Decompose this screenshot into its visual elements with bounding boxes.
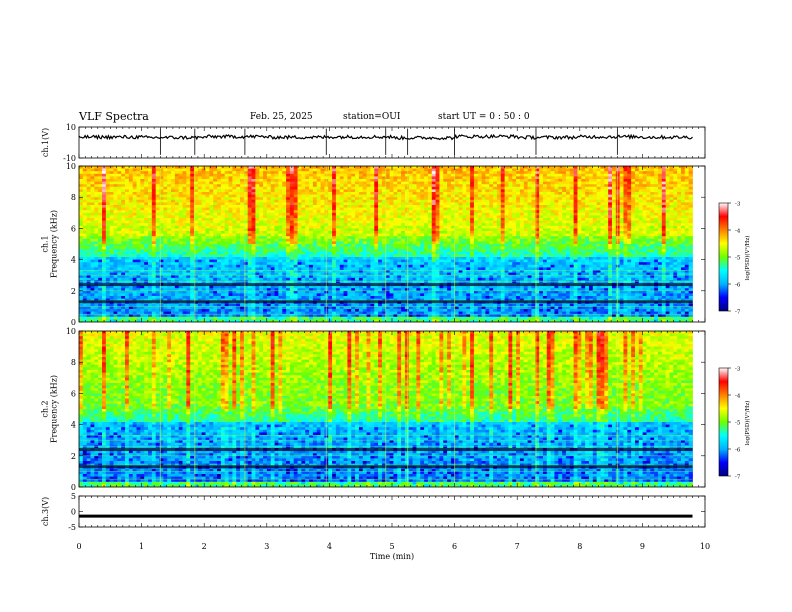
x-tick-label: 8 <box>577 542 582 551</box>
y-tick-label: 4 <box>71 256 76 265</box>
colorbar-tick-label: -6 <box>735 283 741 289</box>
y-axis-label: ch.1(V) <box>41 128 50 157</box>
y-axis-label: Frequency (kHz) <box>50 210 59 278</box>
y-tick-label: 0 <box>71 318 76 327</box>
y-tick-label: 2 <box>71 287 76 296</box>
x-tick-label: 9 <box>640 542 645 551</box>
y-tick-label: 5 <box>71 492 76 501</box>
colorbar-tick-label: -3 <box>735 367 741 373</box>
station-label: station=OUI <box>343 112 400 122</box>
colorbar-ch2 <box>718 367 729 477</box>
y-tick-label: 0 <box>71 483 76 492</box>
x-tick-label: 10 <box>700 542 710 551</box>
x-tick-label: 6 <box>452 542 457 551</box>
y-axis-label: ch.3(V) <box>41 497 50 526</box>
y-tick-label: 4 <box>71 421 76 430</box>
x-tick-label: 5 <box>389 542 394 551</box>
y-tick-label: 10 <box>66 162 76 171</box>
y-tick-label: -5 <box>68 523 76 532</box>
x-tick-label: 3 <box>264 542 269 551</box>
colorbar-label: log(PSD)(V²/Hz) <box>744 236 751 281</box>
spectrogram-ch1 <box>79 166 693 322</box>
y-tick-label: 8 <box>71 358 76 367</box>
start-time-label: start UT = 0 : 50 : 0 <box>438 112 530 122</box>
y-tick-label: 2 <box>71 452 76 461</box>
colorbar-ch1 <box>718 202 729 312</box>
panel-frame <box>78 126 706 159</box>
axis-text-layer: -3 -4 -5 -6 -7 log(PSD)(V²/Hz) -3 -4 -5 -6 -7 log(P… <box>41 123 752 561</box>
colorbar-tick-label: -6 <box>735 448 741 454</box>
y-tick-label: -10 <box>63 154 76 163</box>
x-tick-label: 2 <box>202 542 207 551</box>
x-tick-label: 4 <box>327 542 332 551</box>
colorbar-tick-label: -7 <box>735 310 741 316</box>
y-tick-label: 6 <box>71 224 76 233</box>
figure-title: VLF Spectra <box>79 110 149 123</box>
x-axis-label: Time (min) <box>370 552 414 561</box>
spectrogram-ch2 <box>79 331 693 487</box>
x-tick-label: 0 <box>76 542 81 551</box>
y-tick-label: 10 <box>66 327 76 336</box>
x-tick-label: 1 <box>139 542 144 551</box>
y-axis-label: ch.1 <box>41 235 50 252</box>
colorbar-tick-label: -5 <box>735 256 741 262</box>
colorbar-label: log(PSD)(V²/Hz) <box>744 401 751 446</box>
y-tick-label: 6 <box>71 389 76 398</box>
y-tick-label: 10 <box>66 123 76 132</box>
date-label: Feb. 25, 2025 <box>250 112 313 122</box>
colorbar-tick-label: -7 <box>735 475 741 481</box>
colorbar-tick-label: -4 <box>735 394 741 400</box>
y-tick-label: 0 <box>71 508 76 517</box>
x-tick-label: 7 <box>515 542 520 551</box>
axes-layer <box>78 126 731 528</box>
y-tick-label: 8 <box>71 193 76 202</box>
colorbar-tick-label: -5 <box>735 421 741 427</box>
y-axis-label: Frequency (kHz) <box>50 375 59 443</box>
panel-frame <box>78 495 706 528</box>
spectrogram-layer <box>79 166 693 487</box>
waveform-layer <box>78 128 693 518</box>
colorbar-tick-label: -3 <box>735 202 741 208</box>
colorbar-tick-label: -4 <box>735 229 741 235</box>
y-axis-label: ch.2 <box>41 400 50 417</box>
